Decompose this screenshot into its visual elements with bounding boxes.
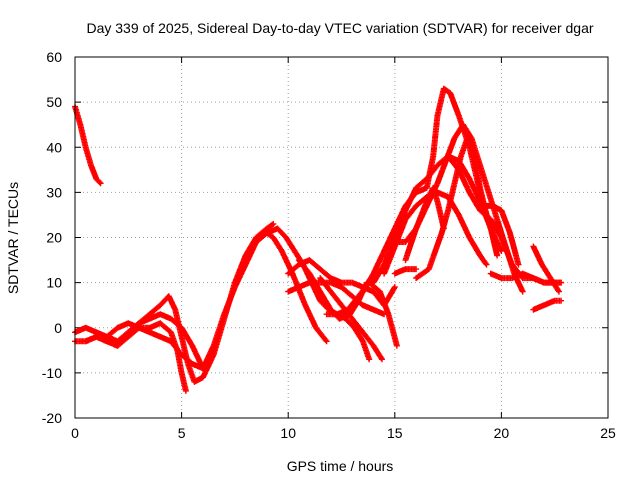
- series-s2: [72, 221, 277, 385]
- series-s15: [381, 189, 490, 277]
- y-tick-label: 20: [46, 230, 62, 246]
- x-tick-label: 0: [71, 425, 79, 441]
- y-tick-label: 10: [46, 275, 62, 291]
- y-tick-label: -20: [42, 410, 62, 426]
- y-tick-label: -10: [42, 365, 62, 381]
- series-s1: [72, 103, 104, 187]
- x-tick-label: 20: [494, 425, 510, 441]
- series-marker-path: [72, 103, 104, 187]
- series-marker-path: [82, 320, 189, 394]
- y-tick-label: 40: [46, 139, 62, 155]
- plot-grid: [75, 57, 608, 418]
- series-marker-path: [381, 189, 490, 277]
- x-tick-label: 25: [600, 425, 616, 441]
- y-axis-label: SDTVAR / TECUs: [5, 182, 21, 294]
- y-tick-label: 0: [54, 320, 62, 336]
- x-tick-label: 5: [178, 425, 186, 441]
- series-marker-path: [402, 184, 447, 264]
- series-marker-path: [199, 230, 330, 372]
- series-marker-path: [530, 243, 562, 295]
- series-s23: [530, 243, 562, 295]
- series-s24: [481, 202, 522, 268]
- data-marks: [72, 85, 565, 394]
- series-s17: [402, 184, 447, 264]
- series-marker-path: [317, 275, 385, 363]
- plot-frame: [74, 56, 609, 419]
- axis-ticks: 0 5 10 15 20 25 -20 -10 0 10 20 30 40 50 60: [42, 49, 616, 441]
- x-tick-label: 15: [387, 425, 403, 441]
- y-tick-label: 60: [46, 49, 62, 65]
- chart-title: Day 339 of 2025, Sidereal Day-to-day VTE…: [86, 20, 593, 36]
- series-s6: [199, 230, 330, 372]
- series-s5: [104, 311, 206, 372]
- series-marker-path: [530, 297, 565, 313]
- x-axis-label: GPS time / hours: [287, 458, 394, 474]
- series-marker-path: [104, 311, 206, 372]
- series-s4: [82, 320, 189, 394]
- series-s19: [391, 266, 420, 277]
- series-marker-path: [391, 266, 420, 277]
- series-marker-path: [481, 202, 522, 268]
- series-s22: [530, 297, 565, 313]
- series-s18: [413, 135, 490, 282]
- y-tick-label: 30: [46, 184, 62, 200]
- series-marker-path: [413, 135, 490, 282]
- series-marker-path: [72, 221, 277, 385]
- series-s12: [317, 275, 385, 363]
- x-tick-label: 10: [280, 425, 296, 441]
- y-tick-label: 50: [46, 94, 62, 110]
